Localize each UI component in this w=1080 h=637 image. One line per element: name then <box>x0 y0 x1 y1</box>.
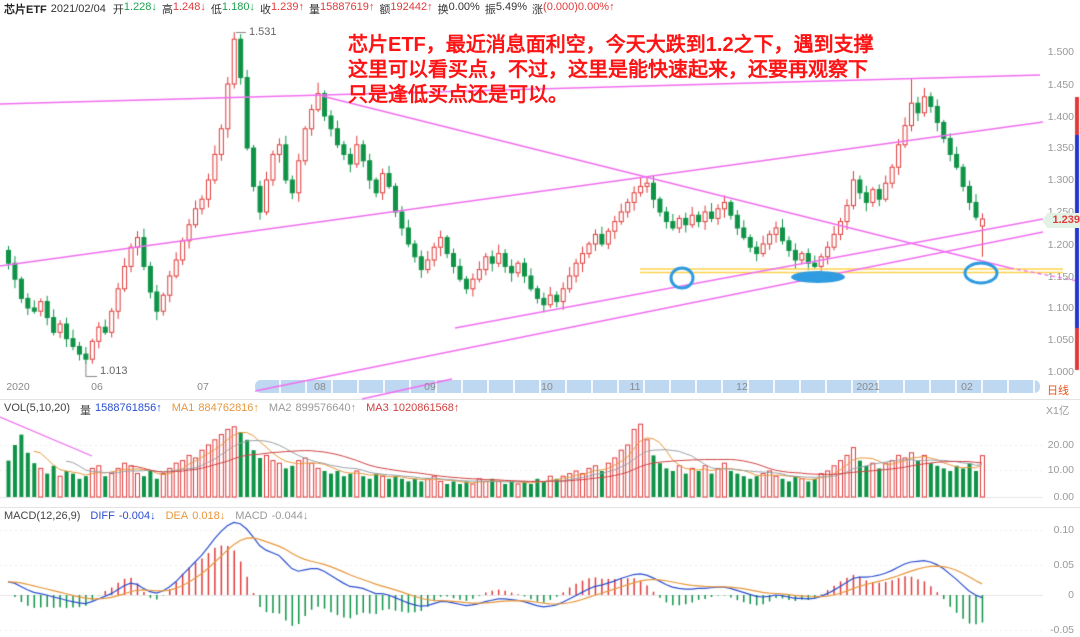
vol-axis-label: 20.00 <box>1047 439 1074 451</box>
current-price-tag: 1.239 <box>1042 213 1080 228</box>
ohlc-field-value: 1.239↑ <box>270 1 304 13</box>
x-axis-label: 2020 <box>6 381 30 393</box>
x-axis-label: 2021 <box>856 381 880 393</box>
price-axis-label: 1.500 <box>1047 46 1074 58</box>
price-axis-label: 1.350 <box>1047 142 1074 154</box>
x-axis-label: 02 <box>961 381 973 393</box>
instrument-title: 芯片ETF <box>4 4 47 16</box>
macd-axis-label: -0.05 <box>1050 624 1074 636</box>
vol-ma2-label: MA2 <box>268 402 292 414</box>
annotation-line: 芯片ETF，最近消息面利空，今天大跌到1.2之下，遇到支撑 <box>348 34 874 56</box>
ohlc-field-label: 高 <box>161 4 173 16</box>
macd-axis-label: 0.05 <box>1053 559 1074 571</box>
macd-axis-label: 0 <box>1068 589 1074 601</box>
x-axis-label: 11 <box>629 381 641 393</box>
ohlc-field-label: 额 <box>379 4 391 16</box>
macd-value: -0.044↓ <box>271 510 309 522</box>
x-axis-label: 08 <box>314 381 326 393</box>
x-axis-label: 09 <box>424 381 436 393</box>
price-axis-label: 1.000 <box>1047 366 1074 378</box>
diff-value: -0.004↓ <box>118 510 156 522</box>
dea-label: DEA <box>165 510 189 522</box>
diff-label: DIFF <box>90 510 115 522</box>
analyst-annotation: 芯片ETF，最近消息面利空，今天大跌到1.2之下，遇到支撑 这里可以看买点，不过… <box>348 33 874 108</box>
x-axis-label: 10 <box>541 381 553 393</box>
macd-label: MACD <box>235 510 268 522</box>
ohlc-info-bar: 芯片ETF 2021/02/04 开 1.228↓ 高 1.248↓ 低 1.180↓ 收 1… <box>4 1 615 17</box>
macd-axis-label: 0.10 <box>1053 524 1074 536</box>
vol-value: 1588761856↑ <box>95 402 162 414</box>
ohlc-field-label: 换 <box>437 4 449 16</box>
ohlc-field-label: 收 <box>259 4 271 16</box>
ohlc-field-value: 1.248↓ <box>172 1 206 13</box>
ohlc-field-value: 15887619↑ <box>319 1 375 13</box>
price-axis-label: 1.450 <box>1047 79 1074 91</box>
price-axis-label: 1.050 <box>1047 334 1074 346</box>
ohlc-fields: 开 1.228↓ 高 1.248↓ 低 1.180↓ 收 1.239↑ 量 15887619↑ 额 1… <box>108 1 615 17</box>
ohlc-field-value: 5.49% <box>495 1 528 13</box>
x-axis-label: 12 <box>736 381 748 393</box>
ohlc-field-value: 192442↑ <box>390 1 433 13</box>
macd-pane-header: MACD(12,26,9) DIFF -0.004↓ DEA 0.018↓ MA… <box>4 510 308 522</box>
low-price-label: 1.013 <box>100 365 128 377</box>
dea-value: 0.018↓ <box>192 510 226 522</box>
price-axis-label: 1.200 <box>1047 239 1074 251</box>
ohlc-field-label: 开 <box>112 4 124 16</box>
ohlc-field-label: 低 <box>210 4 222 16</box>
annotation-line: 这里可以看买点，不过，这里是能快速起来，还要再观察下 <box>348 59 868 81</box>
vol-axis-label: 0.00 <box>1053 491 1074 503</box>
ohlc-field-value: (0.000)0.00%↑ <box>543 1 615 13</box>
vol-ma1-value: 884762816↑ <box>198 402 259 414</box>
vol-ma3-value: 1020861568↑ <box>392 402 460 414</box>
vol-indicator-label[interactable]: VOL(5,10,20) <box>4 402 71 414</box>
ohlc-field-value: 0.00% <box>448 1 480 13</box>
price-axis-label: 1.400 <box>1047 111 1074 123</box>
price-axis-label: 1.150 <box>1047 271 1074 283</box>
x-axis-label: 06 <box>91 381 103 393</box>
ohlc-field-label: 量 <box>308 4 320 16</box>
price-axis-label: 1.100 <box>1047 302 1074 314</box>
vol-ma3-label: MA3 <box>366 402 389 414</box>
ohlc-field-value: 1.228↓ <box>123 1 157 13</box>
annotation-line: 只是逢低买点还是可以。 <box>348 84 568 106</box>
vol-label: 量 <box>80 405 92 417</box>
vol-ma1-label: MA1 <box>171 402 195 414</box>
vol-axis-label: 10.00 <box>1047 464 1074 476</box>
macd-indicator-label[interactable]: MACD(12,26,9) <box>4 510 81 522</box>
vol-ma2-value: 899576640↑ <box>295 402 357 414</box>
peak-price-label: 1.531 <box>249 26 277 38</box>
ohlc-field-value: 1.180↓ <box>221 1 255 13</box>
volume-unit-label: X1亿 <box>1046 405 1070 417</box>
period-label[interactable]: 日线 <box>1047 385 1069 397</box>
ohlc-field-label: 振 <box>484 4 496 16</box>
price-axis-label: 1.300 <box>1047 174 1074 186</box>
volume-pane-header: VOL(5,10,20) 量 1588761856↑ MA1 884762816… <box>4 402 459 418</box>
ohlc-field-label: 涨 <box>532 4 544 16</box>
trade-date: 2021/02/04 <box>50 3 106 15</box>
x-axis-label: 07 <box>197 381 209 393</box>
